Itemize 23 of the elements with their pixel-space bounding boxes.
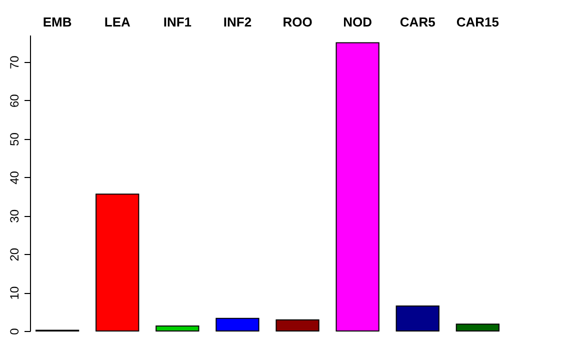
bar <box>456 324 500 332</box>
y-tick-label: 70 <box>8 55 22 70</box>
x-tick-label: ROO <box>282 14 312 30</box>
x-tick-label: NOD <box>343 14 372 30</box>
y-tick-label: 10 <box>8 286 22 300</box>
bar <box>276 319 320 332</box>
y-tick-label: 60 <box>8 94 22 108</box>
bar <box>336 42 380 332</box>
y-tick-label: 50 <box>8 132 22 146</box>
x-tick-label: INF2 <box>223 14 252 30</box>
x-tick-label: EMB <box>42 14 72 30</box>
bar <box>96 194 140 332</box>
bar <box>216 318 260 332</box>
y-tick-label: 40 <box>8 170 22 184</box>
x-tick-label: INF1 <box>163 14 192 30</box>
x-tick-label: CAR5 <box>400 14 436 30</box>
bar <box>396 306 440 332</box>
bar <box>156 326 200 332</box>
x-tick-label: LEA <box>104 14 131 30</box>
y-tick-label: 0 <box>8 328 22 335</box>
y-tick-label: 30 <box>8 209 22 223</box>
x-tick-label: CAR15 <box>456 14 499 30</box>
y-tick-label: 20 <box>8 248 22 262</box>
